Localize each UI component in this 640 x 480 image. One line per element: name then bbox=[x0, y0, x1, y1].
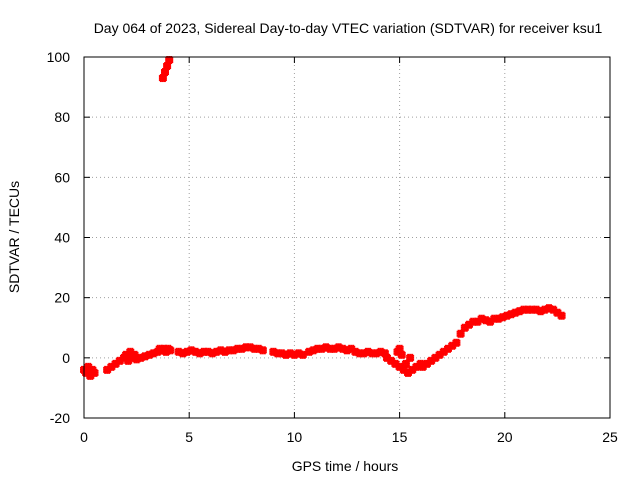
x-axis-label: GPS time / hours bbox=[292, 458, 399, 474]
data-point bbox=[536, 307, 545, 316]
y-tick-label: 0 bbox=[62, 350, 70, 366]
x-tick-label: 5 bbox=[185, 429, 193, 445]
data-point bbox=[473, 317, 482, 326]
data-point bbox=[163, 62, 172, 71]
data-point bbox=[557, 311, 566, 320]
x-tick-label: 25 bbox=[602, 429, 618, 445]
x-tick-label: 0 bbox=[80, 429, 88, 445]
y-axis-ticks: -20 0 20 40 60 80 100 bbox=[47, 49, 610, 426]
chart-title: Day 064 of 2023, Sidereal Day-to-day VTE… bbox=[94, 20, 603, 36]
x-axis-ticks: 0 5 10 15 20 25 bbox=[80, 57, 618, 445]
y-tick-label: 20 bbox=[54, 290, 70, 306]
x-tick-label: 15 bbox=[392, 429, 408, 445]
data-point bbox=[452, 338, 461, 347]
y-tick-label: 60 bbox=[54, 169, 70, 185]
data-points bbox=[80, 56, 566, 380]
data-point bbox=[298, 350, 307, 359]
x-tick-label: 20 bbox=[497, 429, 513, 445]
data-point bbox=[90, 368, 99, 377]
y-tick-label: -20 bbox=[50, 410, 70, 426]
data-point bbox=[397, 350, 406, 359]
y-tick-label: 40 bbox=[54, 230, 70, 246]
data-point bbox=[406, 353, 415, 362]
gridlines bbox=[84, 57, 610, 418]
data-point bbox=[258, 346, 267, 355]
y-axis-label: SDTVAR / TECUs bbox=[6, 181, 22, 293]
x-tick-label: 10 bbox=[287, 429, 303, 445]
data-point bbox=[166, 346, 175, 355]
y-tick-label: 100 bbox=[47, 49, 71, 65]
data-point bbox=[456, 329, 465, 338]
plot-frame bbox=[83, 56, 611, 419]
y-tick-label: 80 bbox=[54, 109, 70, 125]
